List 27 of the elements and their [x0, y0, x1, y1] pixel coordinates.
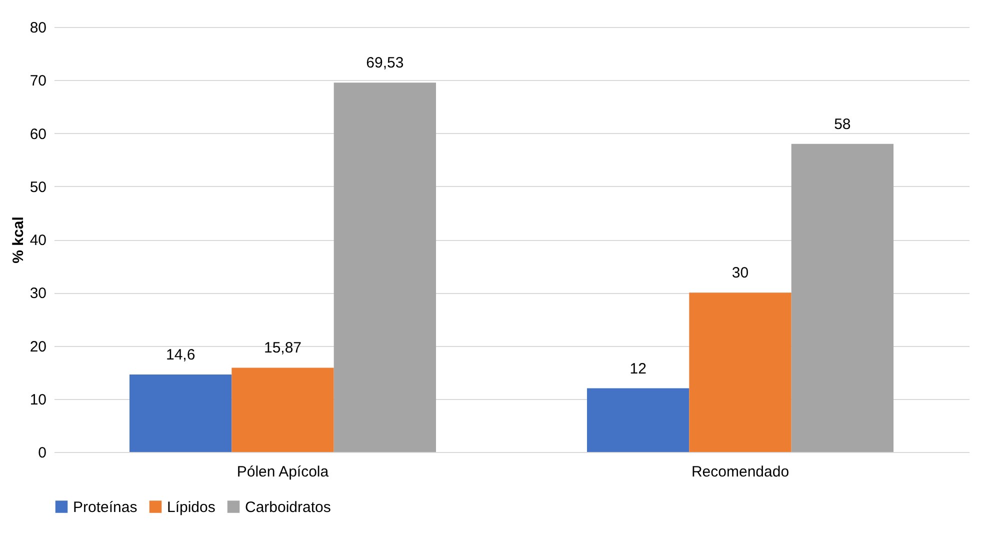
y-tick-label: 80: [30, 20, 46, 36]
data-label: 12: [630, 360, 646, 378]
data-label: 58: [834, 116, 851, 133]
data-label: 15,87: [264, 340, 302, 357]
bar: [791, 144, 894, 452]
bar: [689, 292, 792, 452]
legend-label: Carboidratos: [245, 498, 331, 516]
bar: [334, 82, 436, 452]
y-tick-label: 70: [30, 72, 46, 90]
data-label: 69,53: [366, 54, 404, 72]
data-label: 30: [732, 264, 749, 282]
y-axis-title: % kcal: [10, 216, 27, 264]
y-tick-label: 20: [30, 338, 46, 356]
y-tick-label: 10: [30, 391, 46, 408]
data-label: 14,6: [166, 346, 196, 364]
y-tick-label: 40: [30, 232, 46, 249]
y-tick-label: 60: [30, 126, 46, 143]
y-tick-label: 0: [38, 444, 46, 462]
y-tick-label: 50: [30, 178, 46, 196]
legend-label: Lípidos: [167, 498, 216, 516]
x-tick-label: Pólen Apícola: [236, 464, 330, 480]
bar: [129, 374, 232, 452]
bar: [232, 368, 334, 452]
legend-label: Proteínas: [73, 498, 138, 516]
x-tick-label: Recomendado: [691, 464, 790, 480]
bar: [586, 388, 690, 452]
y-tick-label: 30: [30, 285, 46, 302]
